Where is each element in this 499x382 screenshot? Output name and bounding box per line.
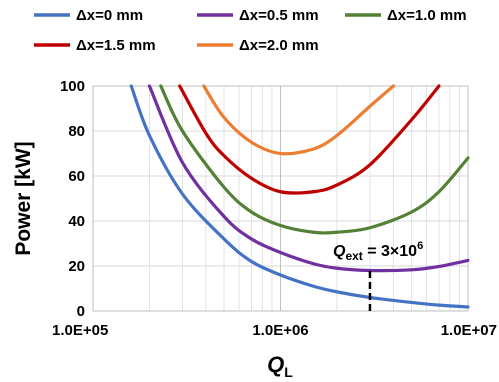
legend-label-4: Δx=2.0 mm xyxy=(239,37,319,54)
annotation-exponent: 6 xyxy=(417,240,423,252)
y-tick-labels: 0 20 40 60 80 100 xyxy=(60,78,85,320)
legend-label-1: Δx=0.5 mm xyxy=(239,7,319,24)
series-lines xyxy=(129,84,470,309)
legend: Δx=0 mm Δx=0.5 mm Δx=1.0 mm Δx=1.5 mm Δx=2.0… xyxy=(34,7,467,54)
plot-area-frame xyxy=(92,85,469,312)
series-line-0 xyxy=(129,84,470,309)
x-tick-labels: 1.0E+05 1.0E+06 1.0E+07 xyxy=(52,322,497,339)
y-tick-label-5: 100 xyxy=(60,78,85,95)
x-tick-label-0: 1.0E+05 xyxy=(52,322,108,339)
legend-label-0: Δx=0 mm xyxy=(76,7,143,24)
series-line-1 xyxy=(147,84,470,273)
y-tick-label-2: 40 xyxy=(68,213,85,230)
x-axis-label-subscript: L xyxy=(284,364,293,380)
series-line-2 xyxy=(159,84,470,235)
annotation: Qext = 3×106 xyxy=(333,240,423,311)
annotation-text: = 3×10 xyxy=(363,243,417,260)
annotation-label: Qext = 3×106 xyxy=(333,240,423,263)
y-axis-label: Power [kW] xyxy=(12,141,35,255)
x-axis-label-main: Q xyxy=(267,352,284,377)
y-tick-label-3: 60 xyxy=(68,168,85,185)
y-tick-label-1: 20 xyxy=(68,258,85,275)
series-line-4 xyxy=(202,84,395,156)
y-tick-label-4: 80 xyxy=(68,123,85,140)
series-line-3 xyxy=(178,84,441,195)
annotation-symbol: Q xyxy=(333,243,346,260)
y-tick-label-0: 0 xyxy=(77,303,85,320)
legend-label-3: Δx=1.5 mm xyxy=(76,37,156,54)
legend-label-2: Δx=1.0 mm xyxy=(387,7,467,24)
annotation-subscript: ext xyxy=(345,249,362,263)
x-axis-label: QL xyxy=(267,352,293,380)
x-tick-label-1: 1.0E+06 xyxy=(252,322,308,339)
x-tick-label-2: 1.0E+07 xyxy=(441,322,497,339)
